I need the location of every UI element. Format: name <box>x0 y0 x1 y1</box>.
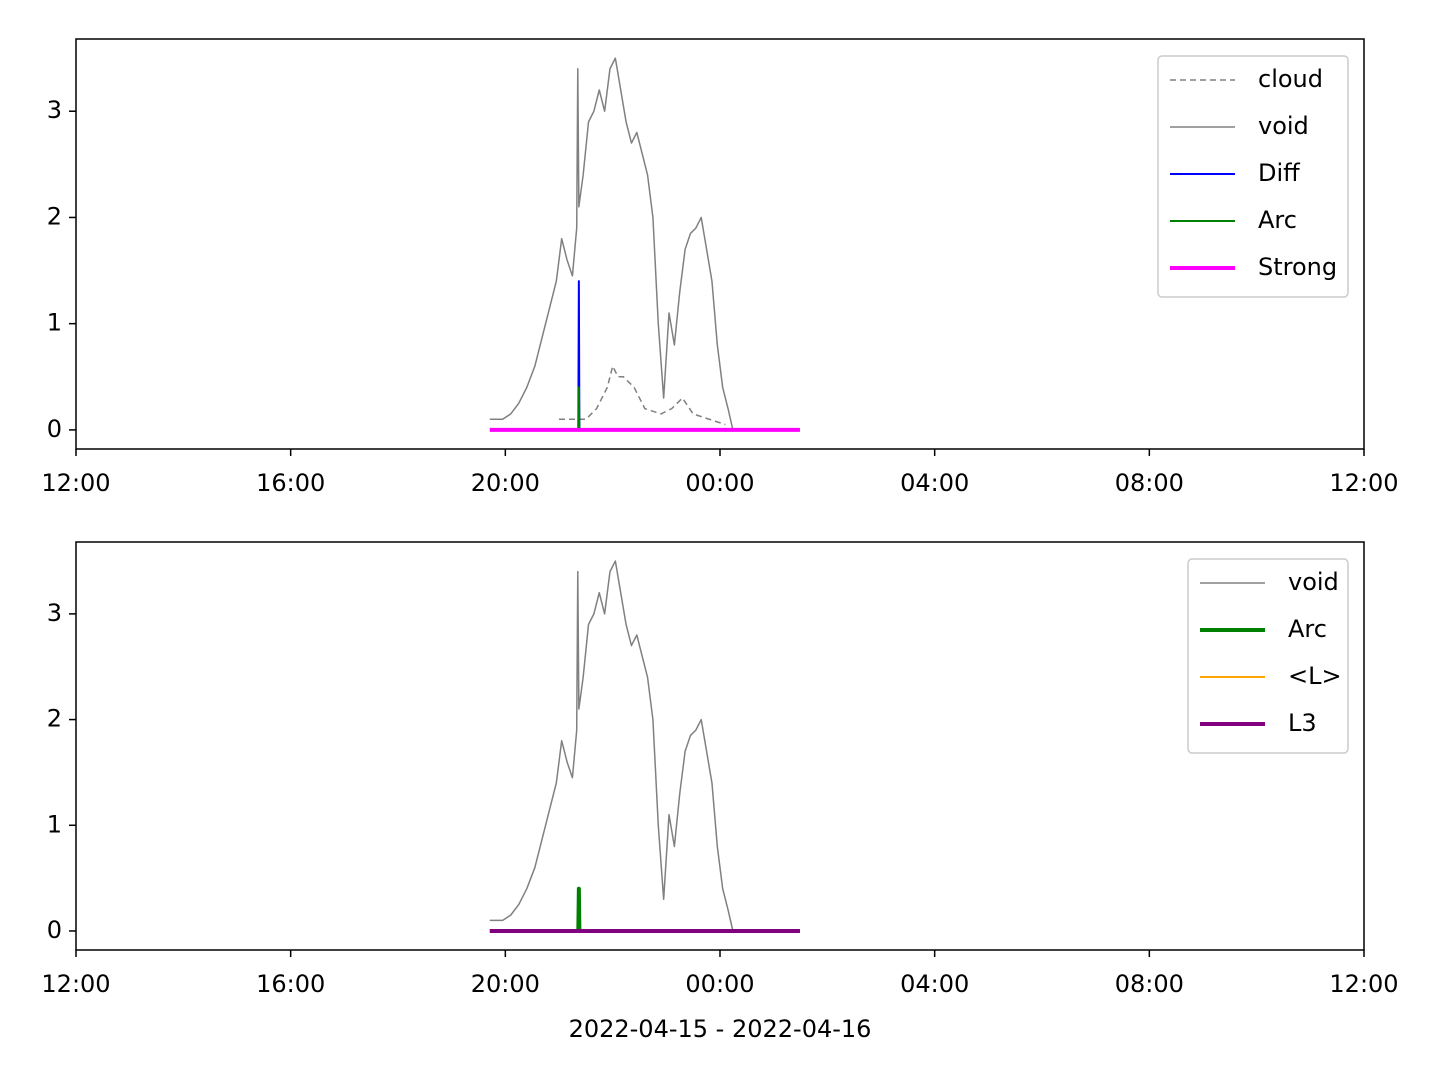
y-tick-label: 3 <box>47 599 62 627</box>
y-tick-label: 2 <box>47 202 62 230</box>
axes-frame <box>75 541 1365 951</box>
series-line <box>559 365 726 426</box>
y-tick-label: 1 <box>47 810 62 838</box>
legend-label: Arc <box>1258 206 1297 234</box>
y-tick-label: 2 <box>47 705 62 733</box>
x-tick-label: 12:00 <box>1329 970 1398 998</box>
subplot: 0 1 2 3 12:00 16:00 20:00 00:00 04:00 08:00 12:00 c… <box>41 38 1399 497</box>
x-tick-label: 12:00 <box>41 970 110 998</box>
x-tick-label: 08:00 <box>1115 970 1184 998</box>
legend-label: Diff <box>1258 159 1300 187</box>
x-tick-label: 00:00 <box>685 970 754 998</box>
y-tick-label: 0 <box>47 916 62 944</box>
series-line <box>489 560 734 932</box>
y-tick-label: 1 <box>47 309 62 337</box>
series-line <box>577 386 581 430</box>
series-line <box>576 886 582 931</box>
x-tick-label: 20:00 <box>471 970 540 998</box>
x-tick-label: 04:00 <box>900 970 969 998</box>
series-line <box>489 57 734 431</box>
legend-label: Strong <box>1258 253 1337 281</box>
x-tick-label: 20:00 <box>471 469 540 497</box>
x-tick-label: 16:00 <box>256 970 325 998</box>
axes-frame <box>75 38 1365 450</box>
legend: void Arc <L> L3 <box>1187 558 1349 754</box>
legend-box <box>1157 55 1349 298</box>
y-tick-label: 0 <box>47 415 62 443</box>
legend-label: void <box>1258 112 1309 140</box>
legend-box <box>1187 558 1349 754</box>
legend-label: Arc <box>1288 615 1327 643</box>
legend-label: <L> <box>1288 662 1342 690</box>
series-line <box>577 280 581 430</box>
legend-label: cloud <box>1258 65 1323 93</box>
x-tick-label: 16:00 <box>256 469 325 497</box>
legend-label: void <box>1288 568 1339 596</box>
y-tick-label: 3 <box>47 96 62 124</box>
subplot: 0 1 2 3 12:00 16:00 20:00 00:00 04:00 08:00 12:00 2… <box>41 541 1399 1043</box>
x-tick-label: 12:00 <box>41 469 110 497</box>
x-tick-label: 08:00 <box>1115 469 1184 497</box>
x-tick-label: 00:00 <box>685 469 754 497</box>
x-tick-label: 12:00 <box>1329 469 1398 497</box>
legend: cloud void Diff Arc Strong <box>1157 55 1349 298</box>
x-tick-label: 04:00 <box>900 469 969 497</box>
x-axis-label: 2022-04-15 - 2022-04-16 <box>569 1015 872 1043</box>
legend-label: L3 <box>1288 709 1317 737</box>
